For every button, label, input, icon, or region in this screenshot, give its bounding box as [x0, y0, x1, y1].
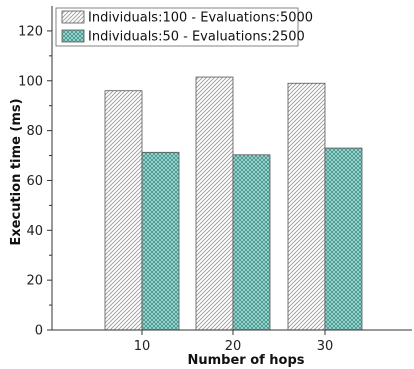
ticks-layer: 0 20 40 60 80 100 120 10 20 30 — [18, 24, 333, 354]
legend: Individuals:100 - Evaluations:5000 Indiv… — [55, 7, 313, 47]
y-tick-label: 120 — [18, 24, 43, 39]
x-tick-label: 30 — [317, 339, 334, 354]
legend-label-series-2: Individuals:50 - Evaluations:2500 — [88, 30, 305, 45]
y-tick-label: 20 — [26, 274, 43, 289]
bar-series-1-30 — [287, 82, 326, 331]
y-axis-title: Execution time (ms) — [9, 98, 24, 245]
legend-swatch-series-2 — [61, 29, 85, 43]
x-tick-label: 10 — [134, 339, 151, 354]
x-axis-title: Number of hops — [187, 353, 304, 368]
y-tick-label: 0 — [35, 324, 43, 339]
legend-box — [55, 7, 299, 47]
bar-series-2-20 — [232, 154, 271, 331]
bars-layer — [104, 76, 363, 331]
bar-series-1-20 — [195, 76, 234, 331]
legend-label-series-1: Individuals:100 - Evaluations:5000 — [88, 11, 313, 26]
legend-swatch-series-1 — [61, 10, 85, 24]
bar-series-1-10 — [104, 90, 143, 331]
y-tick-label: 40 — [26, 224, 43, 239]
y-tick-label: 60 — [26, 174, 43, 189]
bar-series-2-10 — [141, 151, 180, 331]
bar-series-2-30 — [324, 147, 363, 331]
y-tick-label: 80 — [26, 124, 43, 139]
x-tick-label: 20 — [225, 339, 242, 354]
y-tick-label: 100 — [18, 74, 43, 89]
axes-layer — [51, 6, 412, 331]
